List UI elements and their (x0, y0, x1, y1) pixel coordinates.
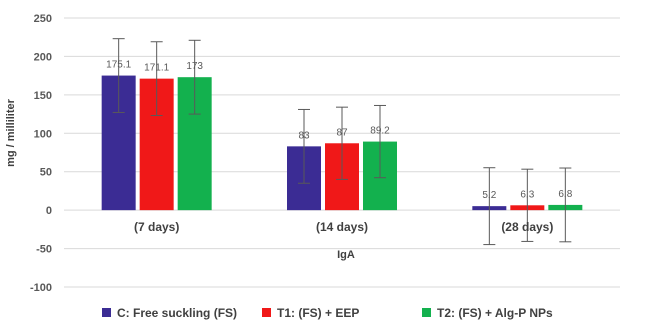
y-tick-label: 200 (34, 51, 52, 63)
error-bars (112, 38, 572, 246)
category-labels: (7 days) (14 days) (28 days) (134, 220, 553, 234)
legend-label: T1: (FS) + EEP (277, 306, 359, 320)
x-axis-label: IgA (337, 249, 355, 261)
y-tick-label: 250 (34, 13, 52, 25)
y-axis-label: mg / milliliter (5, 98, 17, 167)
legend-label: T2: (FS) + Alg-P NPs (437, 306, 553, 320)
data-label: 89.2 (370, 126, 390, 137)
data-label: 87 (336, 127, 348, 138)
legend-swatch (422, 308, 431, 317)
data-label: 83 (298, 130, 310, 141)
data-label: 5.2 (482, 190, 496, 201)
y-tick-label: 50 (40, 167, 52, 179)
category-label: (14 days) (316, 220, 368, 234)
y-tick-label: -50 (36, 244, 52, 256)
legend-label: C: Free suckling (FS) (117, 306, 237, 320)
y-tick-label: 150 (34, 90, 52, 102)
data-label: 6.3 (520, 189, 534, 200)
legend-swatch (262, 308, 271, 317)
category-label: (7 days) (134, 220, 179, 234)
category-label: (28 days) (501, 220, 553, 234)
data-labels: 175.1 171.1 173 83 87 89.2 5.2 6.3 6.8 (106, 60, 573, 202)
y-tick-label: -100 (30, 282, 52, 294)
y-tick-label: 100 (34, 128, 52, 140)
y-axis-ticks: -100 -50 0 50 100 150 200 250 (30, 13, 52, 294)
data-label: 173 (186, 61, 203, 72)
legend: C: Free suckling (FS) T1: (FS) + EEP T2: (… (102, 306, 553, 320)
y-tick-label: 0 (46, 205, 52, 217)
data-label: 175.1 (106, 60, 131, 71)
data-label: 171.1 (144, 63, 169, 74)
data-label: 6.8 (558, 189, 572, 200)
legend-swatch (102, 308, 111, 317)
